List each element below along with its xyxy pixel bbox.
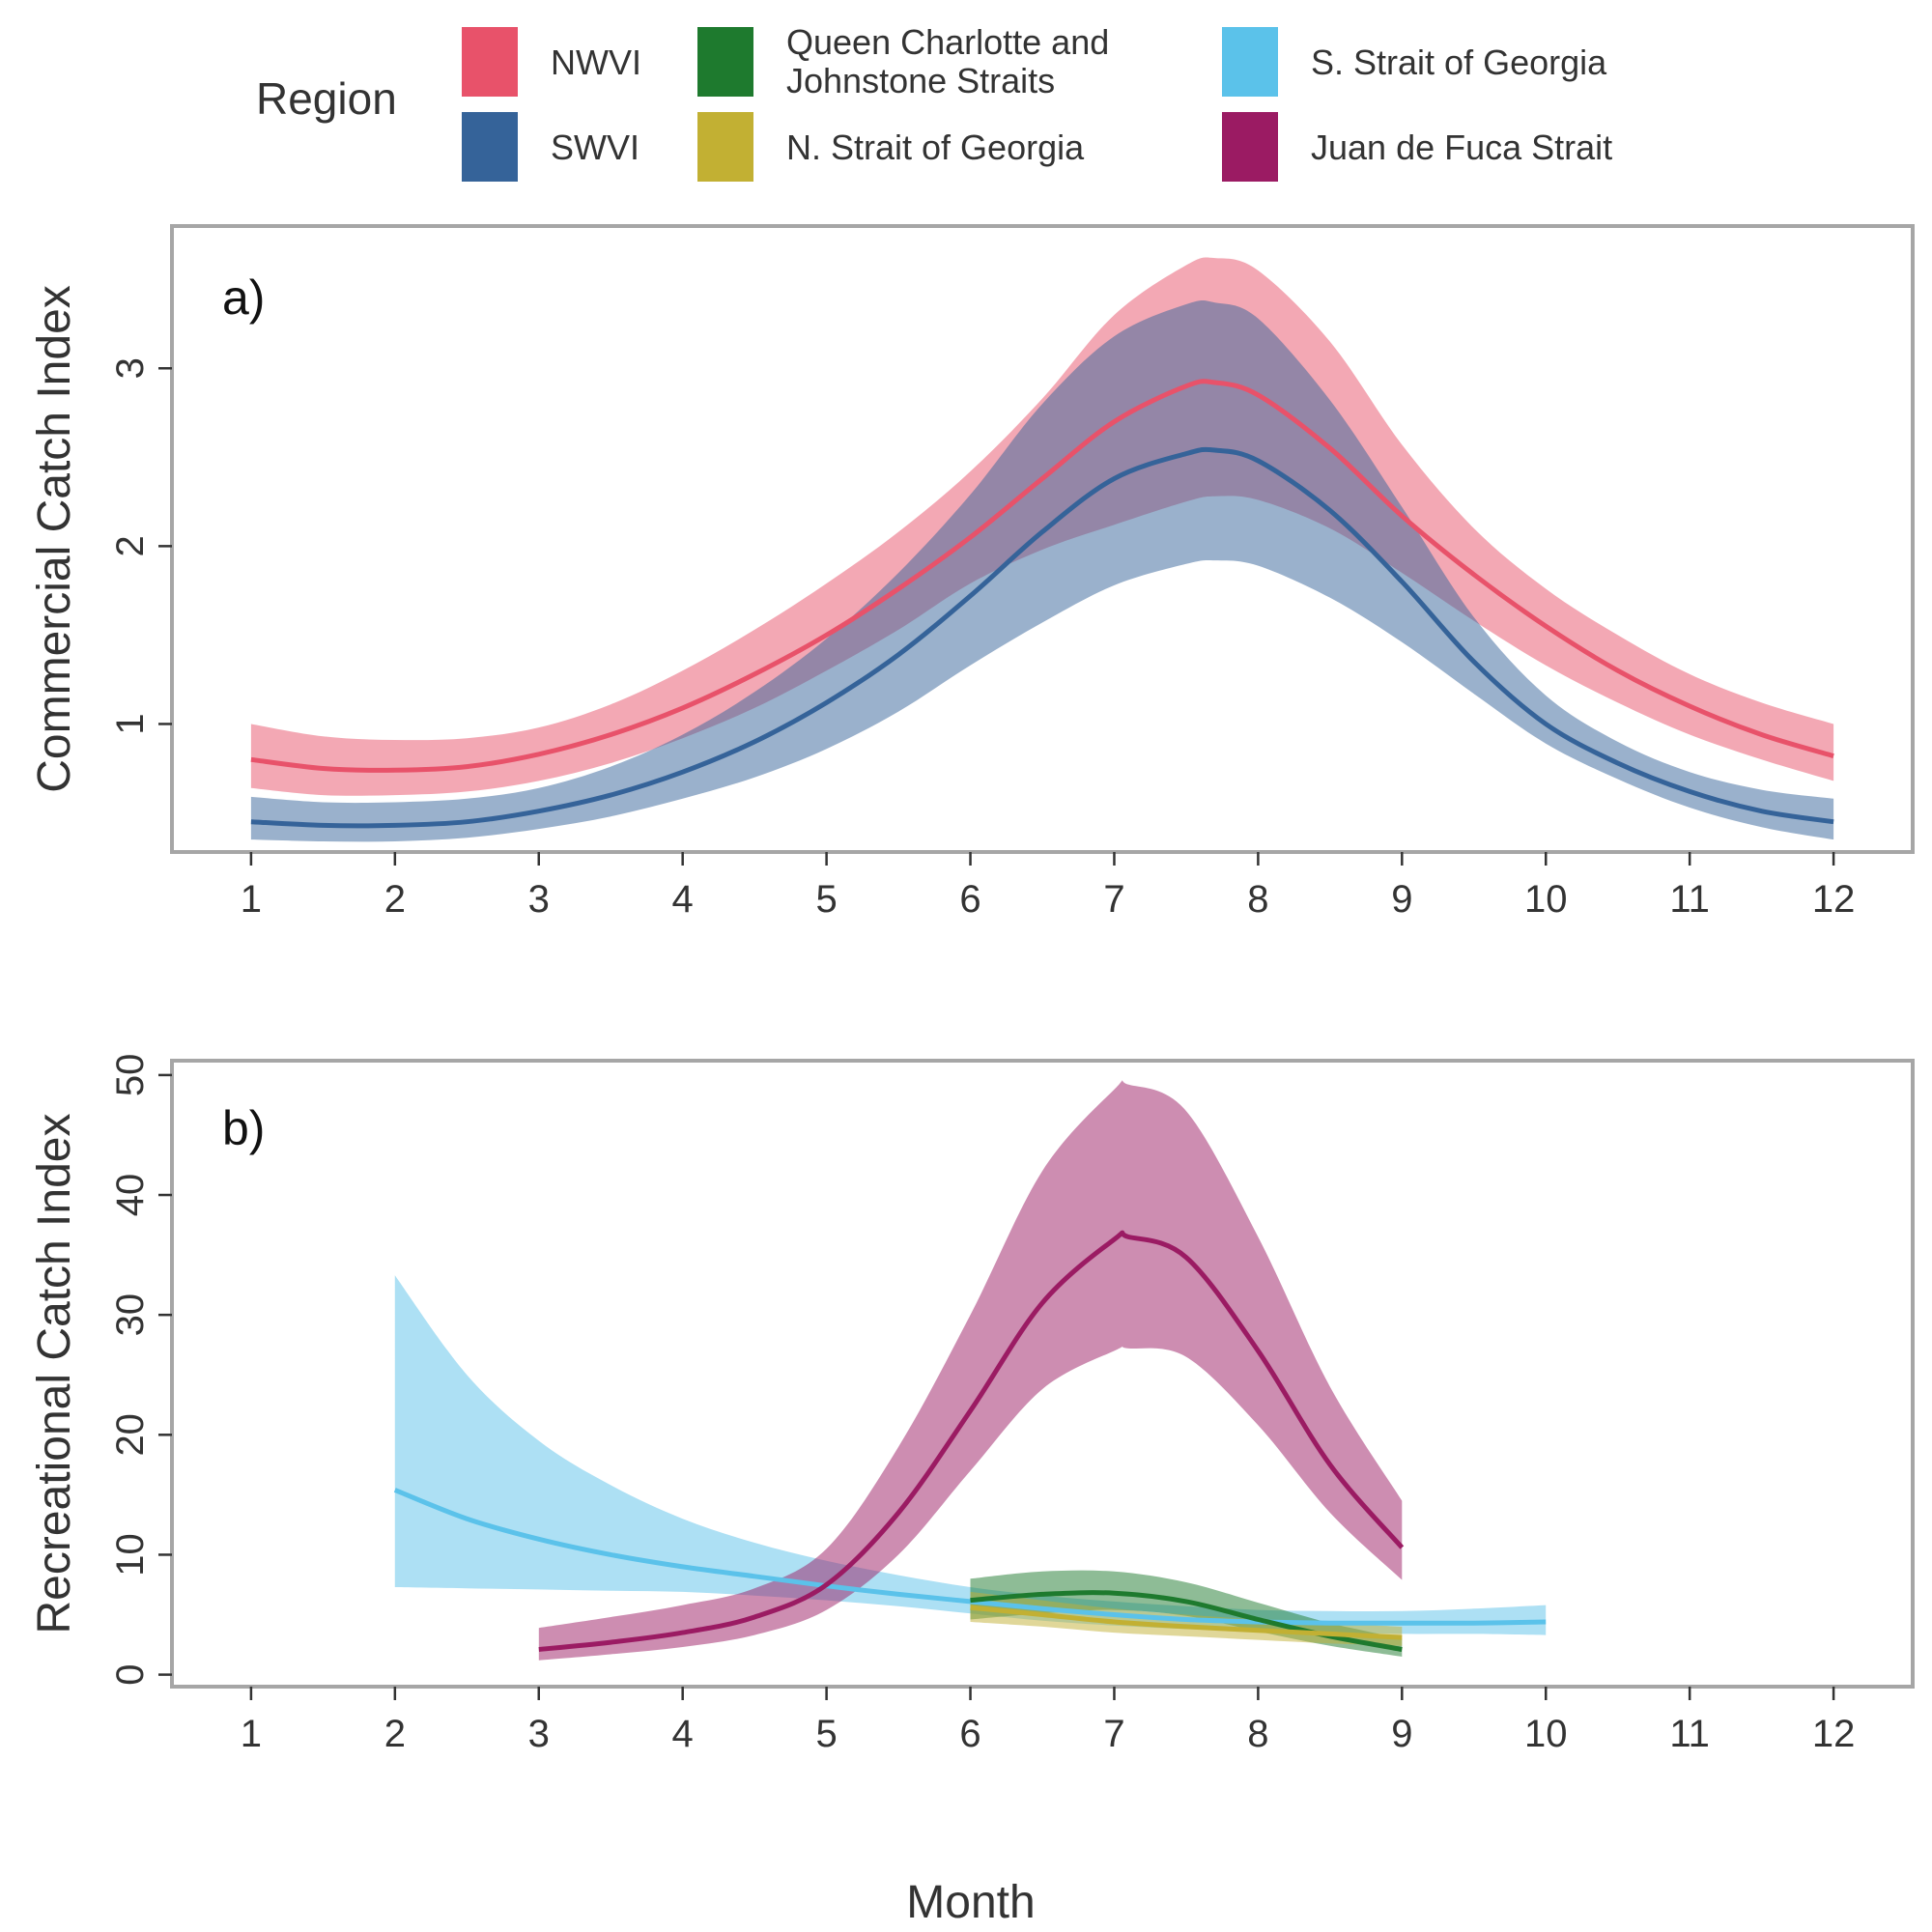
legend-items: NWVI SWVI Queen Charlotte and Johnstone Str… (462, 22, 1612, 182)
legend-title: Region (256, 73, 397, 124)
y-axis-title-a: Commercial Catch Index (29, 285, 80, 793)
legend-item-nwvi: NWVI (462, 27, 641, 97)
y-axis-title-b: Recreational Catch Index (29, 1114, 80, 1634)
legend-item-n-strait-of-georgia: N. Strait of Georgia (697, 112, 1085, 182)
legend-swatch (462, 112, 518, 182)
x-tick-label: 3 (528, 878, 550, 921)
x-tick-label: 9 (1391, 878, 1412, 921)
y-tick-label: 0 (109, 1663, 152, 1685)
legend-item-juan-de-fuca-strait: Juan de Fuca Strait (1222, 112, 1612, 182)
legend-swatch (462, 27, 518, 97)
x-axis-b: 1 2 3 4 5 6 7 8 9 10 11 12 (241, 1687, 1856, 1755)
x-axis-a: 1 2 3 4 5 6 7 8 9 10 11 12 (241, 852, 1856, 921)
legend-swatch (697, 112, 753, 182)
legend-swatch (1222, 27, 1278, 97)
x-tick-label: 2 (384, 1713, 406, 1755)
y-tick-label: 20 (109, 1413, 152, 1457)
series-line-s-strait-of-georgia (393, 1488, 1547, 1626)
confidence-band-juan-de-fuca-strait (538, 1080, 1403, 1661)
series-line-nwvi (250, 379, 1834, 773)
x-tick-label: 2 (384, 878, 406, 921)
commercial-catch-panel: 1 2 3 4 5 6 7 8 9 10 11 12 123 a) Commercial Catch … (29, 224, 1915, 921)
x-tick-label: 12 (1812, 1713, 1856, 1755)
x-tick-label: 11 (1669, 1713, 1710, 1755)
legend-item-swvi: SWVI (462, 112, 639, 182)
y-axis-a: 1 2 3 (109, 357, 172, 735)
legend-item-queen-charlotte-and-johnstone-straits: Queen Charlotte and Johnstone Straits (697, 22, 1109, 100)
legend-item-s-strait-of-georgia: S. Strait of Georgia (1222, 27, 1607, 97)
x-tick-label: 6 (959, 1713, 980, 1755)
legend-swatch (1222, 112, 1278, 182)
x-tick-label: 1 (241, 878, 262, 921)
legend-label: Juan de Fuca Strait (1311, 128, 1612, 167)
x-tick-label: 7 (1103, 1713, 1124, 1755)
panel-a-frame (170, 224, 1915, 854)
legend-swatch (697, 27, 753, 97)
panel-a-label: a) (222, 270, 265, 325)
x-tick-label: 4 (672, 878, 694, 921)
x-tick-label: 11 (1669, 878, 1710, 921)
y-axis-b: 0 10 20 30 40 50 (109, 1054, 172, 1686)
legend-label: S. Strait of Georgia (1311, 43, 1607, 82)
legend-label: NWVI (551, 43, 641, 82)
legend-label: Queen Charlotte and Johnstone Straits (786, 22, 1109, 100)
panel-b-frame (170, 1059, 1915, 1689)
panel-b-label: b) (222, 1101, 265, 1155)
confidence-band-swvi (250, 299, 1834, 842)
x-tick-label: 8 (1247, 878, 1268, 921)
series-line-juan-de-fuca-strait (538, 1230, 1405, 1652)
y-tick-label: 1 (109, 713, 152, 734)
x-axis-title: Month (906, 1877, 1035, 1928)
x-tick-label: 6 (959, 878, 980, 921)
x-tick-label: 7 (1103, 878, 1124, 921)
series-line-n-strait-of-georgia (970, 1605, 1403, 1640)
legend-label: SWVI (551, 128, 639, 167)
x-tick-label: 8 (1247, 1713, 1268, 1755)
x-tick-label: 5 (815, 1713, 837, 1755)
x-tick-label: 9 (1391, 1713, 1412, 1755)
legend-label: N. Strait of Georgia (786, 128, 1085, 167)
series-lines-a (250, 379, 1834, 829)
y-tick-label: 40 (109, 1174, 152, 1217)
confidence-bands-a (250, 257, 1834, 842)
x-tick-label: 10 (1524, 878, 1568, 921)
x-tick-label: 3 (528, 1713, 550, 1755)
legend: Region NWVI SWVI Queen Charlotte and Johnst… (256, 22, 1612, 182)
series-lines-b (393, 1230, 1547, 1652)
x-tick-label: 12 (1812, 878, 1856, 921)
x-tick-label: 5 (815, 878, 837, 921)
y-tick-label: 3 (109, 357, 152, 379)
y-tick-label: 2 (109, 535, 152, 556)
series-line-swvi (250, 446, 1834, 829)
x-tick-label: 4 (672, 1713, 694, 1755)
y-tick-label: 50 (109, 1054, 152, 1097)
y-tick-label: 30 (109, 1293, 152, 1337)
confidence-band-s-strait-of-georgia (394, 1275, 1547, 1635)
confidence-bands-b (394, 1080, 1547, 1661)
x-tick-label: 10 (1524, 1713, 1568, 1755)
y-tick-label: 10 (109, 1533, 152, 1577)
x-tick-label: 1 (241, 1713, 262, 1755)
